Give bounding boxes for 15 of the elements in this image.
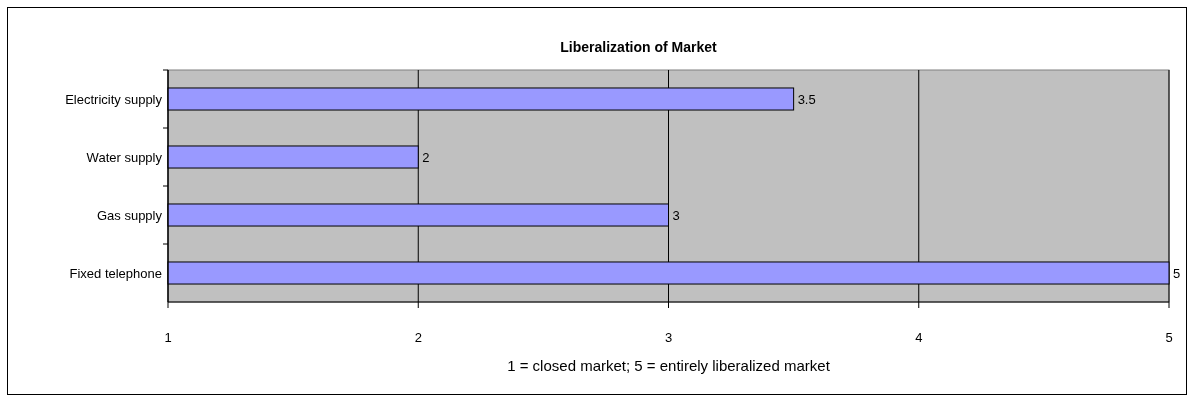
x-axis-title: 1 = closed market; 5 = entirely liberalized market — [507, 357, 831, 374]
data-label: 3 — [672, 207, 680, 223]
y-tick-label: Fixed telephone — [69, 265, 162, 281]
y-tick-label: Electricity supply — [65, 91, 163, 107]
data-label: 3.5 — [797, 91, 816, 107]
x-tick-label: 4 — [915, 330, 923, 345]
x-tick-label: 2 — [414, 330, 422, 345]
x-tick-label: 1 — [164, 330, 172, 345]
y-tick-label: Gas supply — [96, 207, 163, 223]
x-tick-label: 3 — [664, 330, 673, 345]
data-label: 2 — [422, 149, 430, 165]
chart-title: Liberalization of Market — [560, 39, 718, 55]
x-tick-label: 5 — [1165, 330, 1173, 345]
data-label: 5 — [1173, 265, 1181, 281]
y-tick-label: Water supply — [86, 149, 163, 165]
